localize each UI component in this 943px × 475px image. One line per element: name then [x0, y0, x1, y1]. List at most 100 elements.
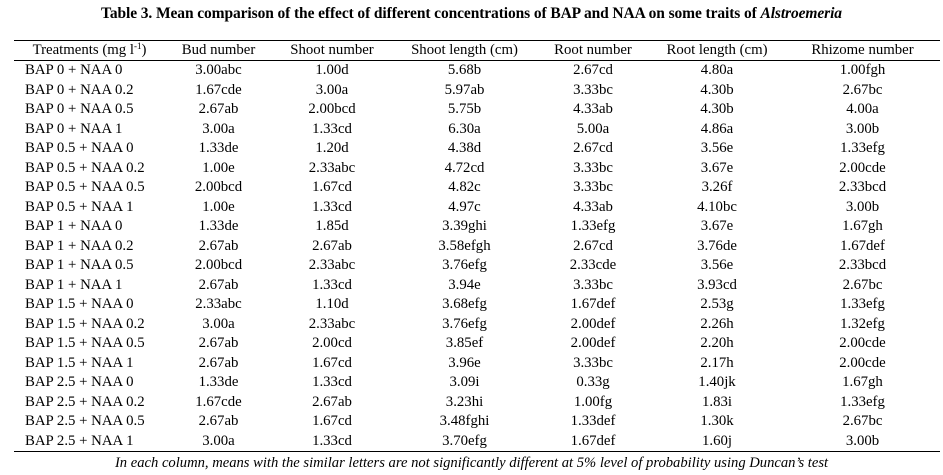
bud-number-cell: 2.67ab	[198, 354, 239, 371]
header-rhizome-number: Rhizome number	[785, 40, 940, 61]
root-number-cell: 2.67cd	[573, 140, 613, 156]
treatment-cell: BAP 1 + NAA 0.2	[25, 237, 134, 254]
treatment-cell: BAP 2.5 + NAA 1	[14, 431, 165, 452]
table-row: BAP 0 + NAA 0.2 1.67cde 3.00a 5.97ab 3.33bc 4…	[14, 81, 940, 101]
bud-number-cell: 3.00a	[165, 431, 272, 452]
rhizome-number-cell: 2.33bcd	[838, 179, 887, 195]
root-length-cell: 1.60j	[649, 431, 785, 452]
treatment-cell: BAP 2.5 + NAA 0.5	[25, 413, 145, 429]
root-length-cell: 3.67e	[700, 159, 734, 176]
treatment-cell: BAP 0 + NAA 1	[25, 120, 123, 137]
shoot-number-cell: 2.00cd	[312, 335, 352, 351]
shoot-length-cell: 3.96e	[448, 354, 481, 371]
root-length-cell: 1.30k	[700, 413, 734, 429]
root-number-cell: 2.00def	[570, 335, 616, 351]
shoot-number-cell: 1.33cd	[312, 120, 352, 137]
root-length-cell: 1.40jk	[698, 374, 736, 390]
shoot-length-cell: 3.09i	[449, 374, 480, 390]
bud-number-cell: 2.67ab	[198, 101, 239, 117]
root-number-cell: 4.33ab	[573, 198, 613, 215]
shoot-length-cell: 3.23hi	[445, 393, 484, 410]
header-bud-number: Bud number	[165, 40, 272, 61]
table-row: BAP 2.5 + NAA 1 3.00a 1.33cd 3.70efg 1.67def…	[14, 431, 940, 452]
bud-number-cell: 2.67ab	[198, 276, 239, 293]
table-header: Treatments (mg l-1) Bud number Shoot num…	[14, 40, 940, 61]
shoot-number-cell: 1.00d	[315, 62, 349, 78]
rhizome-number-cell: 1.00fgh	[839, 62, 886, 78]
treatment-cell: BAP 0.5 + NAA 0	[25, 140, 134, 156]
shoot-number-cell: 1.33cd	[312, 374, 352, 390]
table-row: BAP 1 + NAA 0 1.33de 1.85d 3.39ghi 1.33efg 3.…	[14, 217, 940, 237]
rhizome-number-cell: 2.00cde	[839, 335, 886, 351]
bud-number-cell: 2.67ab	[198, 335, 239, 351]
shoot-length-cell: 4.38d	[447, 140, 482, 156]
table-row: BAP 1 + NAA 1 2.67ab 1.33cd 3.94e 3.33bc 3.93…	[14, 276, 940, 296]
rhizome-number-cell: 2.00cde	[839, 354, 886, 371]
bud-number-cell: 3.00a	[202, 315, 235, 332]
header-treatments-text: Treatments (mg l	[32, 42, 134, 58]
treatment-cell: BAP 1 + NAA 0	[25, 218, 123, 234]
shoot-length-cell: 3.48fghi	[439, 413, 490, 429]
rhizome-number-cell: 3.00b	[845, 120, 880, 137]
root-number-cell: 3.33bc	[573, 81, 613, 98]
root-length-cell: 2.53g	[700, 296, 734, 312]
mean-comparison-table: Treatments (mg l-1) Bud number Shoot num…	[14, 40, 940, 452]
bud-number-cell: 1.33de	[198, 140, 239, 156]
root-number-cell: 1.33def	[570, 413, 616, 429]
shoot-length-cell: 3.85ef	[445, 335, 484, 351]
rhizome-number-cell: 3.00b	[845, 198, 880, 215]
bud-number-cell: 1.33de	[198, 374, 239, 390]
table-title-genus: Alstroemeria	[760, 5, 842, 22]
shoot-number-cell: 1.20d	[315, 140, 349, 156]
treatment-cell: BAP 0 + NAA 0.5	[25, 101, 134, 117]
table-row: BAP 0 + NAA 0 3.00abc 1.00d 5.68b 2.67cd 4.80…	[14, 61, 940, 81]
table-title: Table 3. Mean comparison of the effect o…	[0, 5, 943, 23]
shoot-length-cell: 5.97ab	[444, 81, 485, 98]
shoot-number-cell: 2.67ab	[312, 237, 352, 254]
rhizome-number-cell: 3.00b	[785, 431, 940, 452]
rhizome-number-cell: 1.67gh	[842, 218, 883, 234]
shoot-number-cell: 1.67cd	[312, 413, 352, 429]
header-row: Treatments (mg l-1) Bud number Shoot num…	[14, 40, 940, 61]
bud-number-cell: 3.00abc	[195, 62, 242, 78]
header-root-length: Root length (cm)	[649, 40, 785, 61]
table-body: BAP 0 + NAA 0 3.00abc 1.00d 5.68b 2.67cd 4.80…	[14, 61, 940, 452]
root-number-cell: 1.33efg	[570, 218, 616, 234]
root-number-cell: 1.00fg	[573, 393, 613, 410]
root-number-cell: 0.33g	[576, 374, 610, 390]
shoot-number-cell: 1.33cd	[312, 276, 352, 293]
shoot-length-cell: 3.94e	[448, 276, 481, 293]
rhizome-number-cell: 1.33efg	[840, 296, 885, 312]
shoot-length-cell: 3.76efg	[442, 315, 487, 332]
shoot-number-cell: 1.67cd	[312, 354, 352, 371]
shoot-number-cell: 2.33abc	[308, 159, 356, 176]
table-row: BAP 0 + NAA 0.5 2.67ab 2.00bcd 5.75b 4.33ab 4…	[14, 100, 940, 120]
bud-number-cell: 1.67cde	[195, 393, 242, 410]
treatment-cell: BAP 1.5 + NAA 0.2	[25, 315, 145, 332]
header-treatments: Treatments (mg l-1)	[14, 40, 165, 61]
table-row: BAP 2.5 + NAA 0 1.33de 1.33cd 3.09i 0.33g 1.4…	[14, 373, 940, 393]
root-number-cell: 3.33bc	[573, 354, 613, 371]
header-shoot-number: Shoot number	[272, 40, 392, 61]
rhizome-number-cell: 1.67def	[840, 237, 885, 254]
bud-number-cell: 1.00e	[202, 159, 235, 176]
header-treatments-close: )	[141, 42, 147, 58]
treatment-cell: BAP 0 + NAA 0	[25, 62, 123, 78]
root-number-cell: 3.33bc	[573, 159, 613, 176]
shoot-length-cell: 3.70efg	[392, 431, 537, 452]
treatment-cell: BAP 0.5 + NAA 0.5	[25, 179, 145, 195]
root-number-cell: 3.33bc	[573, 276, 613, 293]
treatment-cell: BAP 2.5 + NAA 0.2	[25, 393, 145, 410]
root-length-cell: 3.26f	[701, 179, 733, 195]
treatment-cell: BAP 1.5 + NAA 0	[25, 296, 134, 312]
header-shoot-length: Shoot length (cm)	[392, 40, 537, 61]
rhizome-number-cell: 2.33bcd	[838, 257, 887, 273]
root-length-cell: 2.26h	[700, 315, 734, 332]
table-row: BAP 1 + NAA 0.2 2.67ab 2.67ab 3.58efgh 2.67c…	[14, 237, 940, 257]
table-title-text: Table 3. Mean comparison of the effect o…	[101, 5, 761, 22]
shoot-number-cell: 2.67ab	[312, 393, 352, 410]
table-row: BAP 0.5 + NAA 1 1.00e 1.33cd 4.97c 4.33ab 4.1…	[14, 198, 940, 218]
table-footnote: In each column, means with the similar l…	[114, 455, 829, 471]
table-row: BAP 1.5 + NAA 0 2.33abc 1.10d 3.68efg 1.67de…	[14, 295, 940, 315]
root-length-cell: 3.67e	[700, 218, 734, 234]
